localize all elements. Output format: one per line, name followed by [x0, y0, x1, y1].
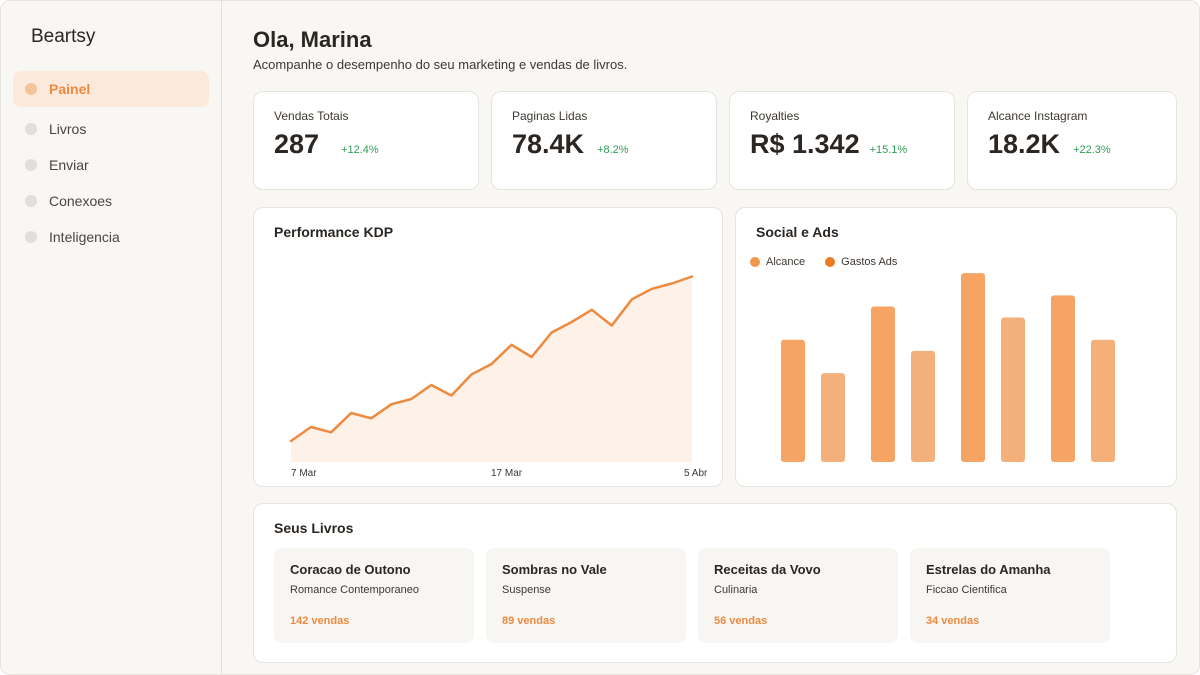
books-panel-title: Seus Livros [274, 520, 354, 536]
stat-card-royalties[interactable]: Royalties R$ 1.342 +15.1% [729, 91, 955, 190]
bar-alcance [1051, 295, 1075, 462]
bar-alcance [871, 306, 895, 462]
book-sales: 89 vendas [502, 615, 556, 627]
sidebar-item-livros[interactable]: Livros [13, 111, 209, 147]
stat-label: Vendas Totais [274, 109, 349, 123]
book-card[interactable]: Sombras no Vale Suspense 89 vendas [486, 548, 686, 643]
legend-swatch [750, 257, 760, 267]
book-title: Estrelas do Amanha [926, 562, 1051, 577]
stat-label: Alcance Instagram [988, 109, 1088, 123]
book-card[interactable]: Receitas da Vovo Culinaria 56 vendas [698, 548, 898, 643]
social-bar-chart [781, 273, 1115, 462]
kdp-series-line [289, 275, 694, 443]
bar-alcance [781, 339, 805, 462]
bar-gastos-ads [1001, 317, 1025, 462]
social-panel: Social e Ads Alcance Gastos Ads [735, 207, 1177, 487]
kdp-area-fill [291, 276, 692, 462]
kdp-area-chart: 7 Mar 17 Mar 5 Abr [289, 275, 708, 479]
kdp-panel-title: Performance KDP [274, 224, 394, 240]
kdp-panel: Performance KDP 7 Mar 17 Mar 5 Abr [253, 207, 723, 487]
stat-label: Paginas Lidas [512, 109, 588, 123]
sidebar-item-painel[interactable]: Painel [13, 71, 209, 107]
stat-delta: +22.3% [1073, 144, 1111, 156]
bar-gastos-ads [911, 350, 935, 462]
page-title: Ola, Marina [253, 27, 372, 52]
legend-label: Alcance [766, 256, 806, 268]
sidebar-item-label: Livros [49, 121, 87, 137]
legend-label: Gastos Ads [841, 256, 898, 268]
social-panel-title: Social e Ads [756, 224, 839, 240]
sidebar-item-label: Inteligencia [49, 229, 120, 245]
legend-item-alcance: Alcance [750, 256, 805, 268]
sidebar-item-label: Enviar [49, 157, 89, 173]
stat-value: 78.4K [512, 129, 585, 159]
legend-item-gastos-ads: Gastos Ads [825, 256, 897, 268]
book-genre: Culinaria [714, 584, 758, 596]
book-sales: 34 vendas [926, 615, 980, 627]
book-genre: Ficcao Cientifica [926, 584, 1007, 596]
chart-legend: Alcance Gastos Ads [750, 256, 917, 268]
sidebar-item-label: Painel [49, 81, 91, 97]
stat-card-vendas[interactable]: Vendas Totais 287 +12.4% [253, 91, 479, 190]
book-title: Sombras no Vale [502, 562, 607, 577]
stat-value: 287 [274, 129, 320, 159]
nav-dot-icon [25, 195, 37, 207]
nav-dot-icon [25, 83, 37, 95]
book-card[interactable]: Coracao de Outono Romance Contemporaneo … [274, 548, 474, 643]
stat-label: Royalties [750, 109, 800, 123]
nav-dot-icon [25, 123, 37, 135]
book-genre: Romance Contemporaneo [290, 584, 420, 596]
bar-gastos-ads [821, 373, 845, 462]
bar-gastos-ads [1091, 339, 1115, 462]
brand-logo[interactable]: Beartsy [31, 26, 96, 47]
x-tick-label: 17 Mar [491, 468, 523, 479]
sidebar-item-conexoes[interactable]: Conexoes [13, 183, 209, 219]
sidebar-item-label: Conexoes [49, 193, 113, 209]
stat-delta: +15.1% [869, 144, 908, 156]
nav-dot-icon [25, 159, 37, 171]
book-title: Coracao de Outono [290, 562, 411, 577]
book-card[interactable]: Estrelas do Amanha Ficcao Cientifica 34 … [910, 548, 1110, 643]
book-title: Receitas da Vovo [714, 562, 821, 577]
book-sales: 142 vendas [290, 615, 350, 627]
book-sales: 56 vendas [714, 615, 768, 627]
x-tick-label: 7 Mar [291, 468, 317, 479]
sidebar-item-inteligencia[interactable]: Inteligencia [13, 219, 209, 255]
bar-alcance [961, 273, 985, 462]
x-tick-label: 5 Abr [684, 468, 708, 479]
nav-dot-icon [25, 231, 37, 243]
stat-delta: +8.2% [597, 144, 629, 156]
stat-card-instagram[interactable]: Alcance Instagram 18.2K +22.3% [967, 91, 1177, 190]
stat-value: R$ 1.342 [750, 129, 860, 159]
stat-value: 18.2K [988, 129, 1061, 159]
books-panel: Seus Livros Coracao de Outono Romance Co… [253, 503, 1177, 663]
book-genre: Suspense [502, 584, 551, 596]
stat-delta: +12.4% [341, 144, 379, 156]
stat-card-paginas[interactable]: Paginas Lidas 78.4K +8.2% [491, 91, 717, 190]
sidebar: Beartsy Painel Livros Enviar Conexoes In… [1, 1, 222, 674]
page-subtitle: Acompanhe o desempenho do seu marketing … [253, 57, 628, 72]
legend-swatch [825, 257, 836, 267]
sidebar-item-enviar[interactable]: Enviar [13, 147, 209, 183]
